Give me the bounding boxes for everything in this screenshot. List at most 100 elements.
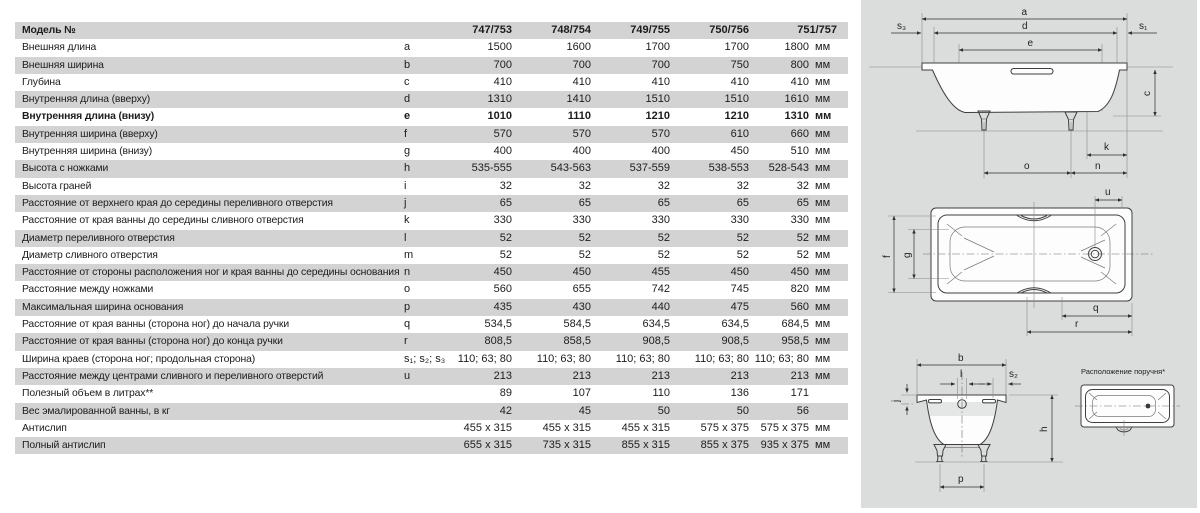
- dim-label-r: r: [1075, 319, 1079, 330]
- dim-letter: s₁; s₂; s₃: [404, 352, 446, 365]
- dim-label-n: n: [1095, 161, 1101, 172]
- side-view-diagram: a d s₃ s₁ e c k o n: [869, 7, 1173, 178]
- value-cell: 855 x 375: [700, 439, 749, 452]
- unit-cell: мм: [815, 179, 831, 192]
- dim-letter: [402, 437, 438, 454]
- dim-label-o: o: [1024, 161, 1030, 172]
- value-cell: 50: [736, 404, 749, 417]
- value-cell: 52: [657, 231, 670, 244]
- value-cell: 575 x 375: [700, 421, 749, 434]
- value-cell: 330: [651, 214, 670, 227]
- value-cell: 213: [572, 369, 591, 382]
- value-cell: 455 x 315: [542, 421, 591, 434]
- dim-label-s1: s₁: [1139, 21, 1148, 32]
- dim-letter: u: [404, 369, 411, 382]
- value-cell: 65: [499, 196, 512, 209]
- value-cell: 410: [730, 75, 749, 88]
- unit-cell: мм: [815, 300, 831, 313]
- value-cell: 52: [499, 248, 512, 261]
- value-cell: 820: [790, 283, 809, 296]
- value-cell: 655: [572, 283, 591, 296]
- tub-foot: [933, 444, 947, 462]
- cross-section-diagram: b l s₂ j h: [891, 353, 1063, 492]
- value-cell: 400: [493, 145, 512, 158]
- value-cell: 560: [790, 300, 809, 313]
- unit-cell: мм: [815, 421, 831, 434]
- value-cell: 330: [790, 214, 809, 227]
- value-cell: 684,5: [781, 318, 809, 331]
- row-label: Высота граней: [22, 180, 92, 192]
- table-row: Вес эмалированной ванны, в кг 42 45 50 50 56: [15, 402, 848, 420]
- row-label: Диаметр сливного отверстия: [22, 249, 158, 261]
- value-cell: 52: [796, 231, 809, 244]
- value-cell: 52: [578, 248, 591, 261]
- row-label: Полезный объем в литрах**: [22, 388, 154, 400]
- table-body: Внешняя длина a 1500 1600 1700 1700 1800 мм Внеш…: [15, 39, 848, 455]
- value-cell: 584,5: [563, 318, 591, 331]
- unit-cell: [811, 385, 848, 402]
- value-cell: 450: [790, 266, 809, 279]
- unit-cell: мм: [815, 196, 831, 209]
- table-row: Расстояние от верхнего края до середины …: [15, 194, 848, 213]
- value-cell: 908,5: [642, 335, 670, 348]
- value-cell: 52: [796, 248, 809, 261]
- dim-label-k: k: [1104, 142, 1110, 153]
- table-row: Глубина c 410 410 410 410 410 мм: [15, 74, 848, 91]
- table-row: Расстояние от края ванны (сторона ног) д…: [15, 333, 848, 351]
- row-label: Полный антислип: [22, 440, 106, 452]
- value-cell: 858,5: [563, 335, 591, 348]
- value-cell: 543-563: [550, 162, 591, 175]
- unit-cell: мм: [815, 41, 831, 54]
- value-cell: 171: [790, 387, 809, 400]
- value-cell: 400: [572, 145, 591, 158]
- table-row: Расстояние от стороны расположения ног и…: [15, 264, 848, 282]
- dim-letter: j: [404, 196, 407, 209]
- dim-label-s2: s₂: [1009, 369, 1018, 380]
- overflow-slot: [1010, 68, 1054, 75]
- value-cell: 65: [657, 196, 670, 209]
- unit-cell: мм: [815, 231, 831, 244]
- dim-label-j: j: [891, 400, 902, 403]
- value-cell: 52: [657, 248, 670, 261]
- dim-label-b: b: [958, 353, 964, 364]
- table-row: Расстояние между центрами сливного и пер…: [15, 367, 848, 386]
- row-label: Расстояние от верхнего края до середины …: [22, 197, 333, 209]
- value-cell: 1310: [487, 93, 512, 106]
- value-cell: 537-559: [629, 162, 670, 175]
- dim-label-f: f: [882, 255, 893, 258]
- unit-cell: мм: [815, 318, 831, 331]
- value-cell: 440: [651, 300, 670, 313]
- value-cell: 52: [736, 231, 749, 244]
- dim-label-a: a: [1022, 7, 1028, 18]
- row-label: Диаметр переливного отверстия: [22, 232, 175, 244]
- value-cell: 110: [652, 387, 670, 400]
- value-cell: 56: [796, 404, 809, 417]
- dim-letter: o: [404, 283, 411, 296]
- value-cell: 700: [651, 58, 670, 71]
- value-cell: 110; 63; 80: [754, 352, 809, 365]
- value-cell: 32: [736, 179, 749, 192]
- value-cell: 1510: [724, 93, 749, 106]
- value-cell: 400: [651, 145, 670, 158]
- tub-foot: [1064, 111, 1078, 131]
- value-cell: 538-553: [708, 162, 749, 175]
- model-header-label: Модель №: [22, 25, 76, 36]
- value-cell: 510: [790, 145, 809, 158]
- unit-cell: мм: [815, 369, 831, 382]
- value-cell: 52: [499, 231, 512, 244]
- value-cell: 213: [493, 369, 512, 382]
- row-label: Внешняя длина: [22, 42, 97, 54]
- dim-letter: l: [404, 231, 407, 244]
- row-label: Антислип: [22, 422, 67, 434]
- row-label: Максимальная ширина основания: [22, 301, 184, 313]
- dim-letter: k: [404, 214, 410, 227]
- value-cell: 610: [730, 127, 749, 140]
- value-cell: 213: [651, 369, 670, 382]
- value-cell: 534,5: [484, 318, 512, 331]
- value-cell: 455 x 315: [621, 421, 670, 434]
- table-row: Антислип 455 x 315 455 x 315 455 x 315 575 x…: [15, 420, 848, 437]
- row-label: Ширина краев (сторона ног; продольная ст…: [22, 353, 256, 365]
- unit-cell: мм: [815, 93, 831, 106]
- value-cell: 410: [572, 75, 591, 88]
